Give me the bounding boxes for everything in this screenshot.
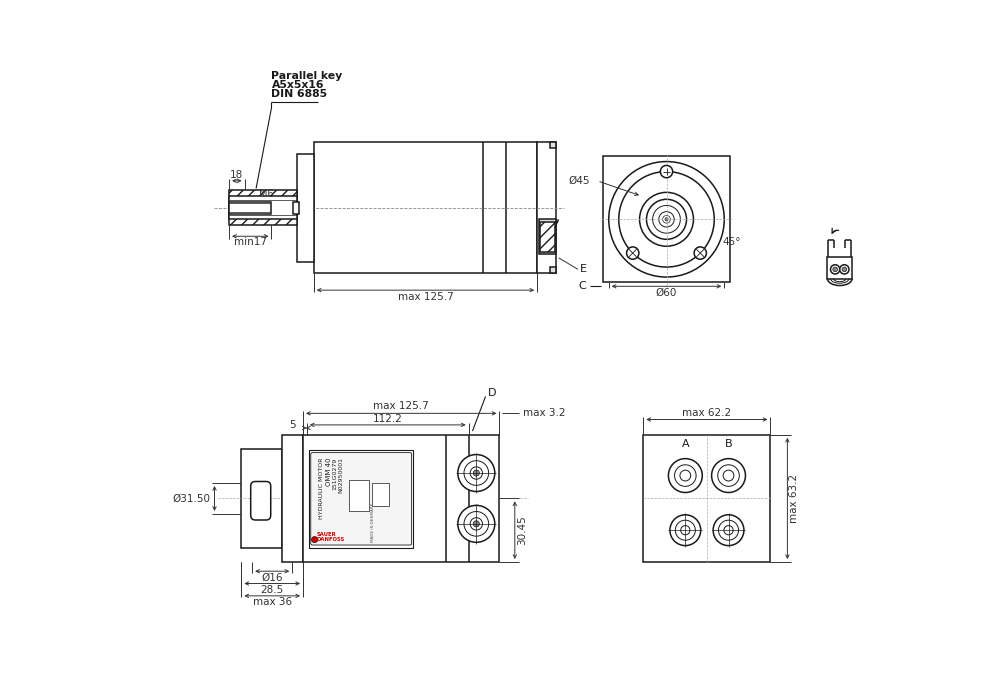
Bar bbox=[539, 219, 556, 254]
Circle shape bbox=[470, 467, 482, 479]
Text: Ø16: Ø16 bbox=[262, 572, 283, 583]
Text: E: E bbox=[580, 264, 587, 274]
Circle shape bbox=[723, 470, 734, 481]
Text: 28.5: 28.5 bbox=[261, 585, 284, 595]
Bar bbox=[550, 267, 556, 273]
Circle shape bbox=[668, 458, 702, 492]
Circle shape bbox=[640, 192, 693, 246]
FancyBboxPatch shape bbox=[251, 481, 271, 520]
Circle shape bbox=[665, 218, 668, 221]
Bar bbox=[540, 221, 555, 252]
Text: 112.2: 112.2 bbox=[373, 414, 403, 424]
Circle shape bbox=[719, 520, 739, 540]
Text: max 62.2: max 62.2 bbox=[682, 407, 731, 418]
Bar bbox=[293, 202, 299, 214]
Circle shape bbox=[680, 470, 691, 481]
Bar bbox=[827, 257, 852, 278]
Circle shape bbox=[458, 454, 495, 492]
Text: C: C bbox=[578, 281, 586, 291]
Circle shape bbox=[619, 172, 714, 267]
Circle shape bbox=[473, 470, 479, 476]
Text: max 125.7: max 125.7 bbox=[373, 401, 429, 411]
Bar bbox=[314, 143, 537, 273]
Text: max 36: max 36 bbox=[253, 597, 292, 607]
Text: 151G0279: 151G0279 bbox=[332, 457, 337, 490]
Bar bbox=[550, 143, 556, 149]
Circle shape bbox=[660, 166, 673, 178]
Text: M6: M6 bbox=[259, 189, 273, 199]
Bar bbox=[303, 435, 499, 562]
Text: OMM 40: OMM 40 bbox=[326, 457, 332, 485]
Circle shape bbox=[312, 536, 318, 543]
Text: 45°: 45° bbox=[722, 238, 740, 247]
Circle shape bbox=[831, 265, 840, 274]
Bar bbox=[229, 190, 297, 225]
Text: max 63.2: max 63.2 bbox=[789, 474, 799, 523]
Circle shape bbox=[659, 212, 674, 227]
Text: DIN 6885: DIN 6885 bbox=[271, 89, 328, 99]
Text: D: D bbox=[488, 388, 496, 398]
Circle shape bbox=[675, 520, 695, 540]
Bar bbox=[309, 449, 413, 548]
Circle shape bbox=[718, 465, 739, 486]
Circle shape bbox=[609, 162, 724, 277]
Text: Ø45: Ø45 bbox=[568, 176, 590, 186]
Bar bbox=[241, 449, 282, 548]
Circle shape bbox=[681, 526, 690, 535]
Circle shape bbox=[724, 526, 733, 535]
Text: DANFOSS: DANFOSS bbox=[317, 537, 345, 542]
Circle shape bbox=[646, 200, 687, 239]
Circle shape bbox=[473, 521, 479, 527]
Text: 30.45: 30.45 bbox=[518, 515, 528, 545]
Circle shape bbox=[675, 465, 696, 486]
Bar bbox=[603, 156, 730, 282]
Circle shape bbox=[663, 215, 670, 223]
Circle shape bbox=[464, 461, 489, 485]
Bar bbox=[537, 143, 556, 273]
Circle shape bbox=[464, 511, 489, 536]
Circle shape bbox=[712, 458, 745, 492]
Text: N02950001: N02950001 bbox=[338, 457, 343, 493]
Text: A: A bbox=[682, 439, 689, 449]
Bar bbox=[229, 202, 271, 214]
Text: max 3.2: max 3.2 bbox=[523, 408, 565, 418]
Circle shape bbox=[670, 515, 701, 546]
Bar bbox=[282, 435, 303, 562]
Text: min17: min17 bbox=[234, 238, 267, 247]
Text: HYDRAULIC MOTOR: HYDRAULIC MOTOR bbox=[319, 457, 324, 519]
Text: 18: 18 bbox=[230, 170, 243, 180]
Circle shape bbox=[833, 267, 837, 272]
Circle shape bbox=[842, 267, 847, 272]
Circle shape bbox=[653, 206, 680, 233]
Circle shape bbox=[713, 515, 744, 546]
Text: MADE IN DENMARK: MADE IN DENMARK bbox=[371, 502, 375, 542]
Bar bbox=[297, 154, 314, 261]
Text: B: B bbox=[725, 439, 732, 449]
Bar bbox=[372, 483, 389, 506]
Circle shape bbox=[627, 247, 639, 259]
Bar bbox=[643, 435, 770, 562]
Text: SAUER: SAUER bbox=[317, 532, 337, 537]
Bar bbox=[229, 196, 297, 219]
FancyBboxPatch shape bbox=[311, 453, 412, 545]
Text: Parallel key: Parallel key bbox=[271, 71, 343, 81]
Circle shape bbox=[694, 247, 706, 259]
Text: Ø31.50: Ø31.50 bbox=[173, 494, 211, 503]
Bar bbox=[349, 480, 369, 511]
Circle shape bbox=[470, 517, 482, 530]
Text: 5: 5 bbox=[289, 420, 295, 430]
Text: Ø60: Ø60 bbox=[656, 287, 677, 297]
Text: A5x5x16: A5x5x16 bbox=[271, 80, 324, 90]
Circle shape bbox=[840, 265, 849, 274]
Circle shape bbox=[458, 505, 495, 543]
Text: max 125.7: max 125.7 bbox=[398, 292, 453, 302]
